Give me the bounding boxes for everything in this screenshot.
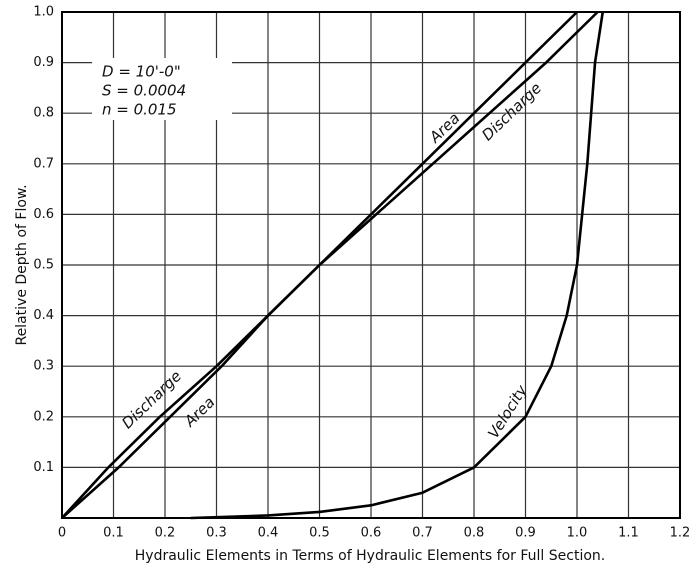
- x-tick-label: 0.2: [155, 526, 176, 541]
- x-tick-label: 0.3: [206, 526, 227, 541]
- x-tick-label: 0.5: [309, 526, 330, 541]
- x-tick-label: 1.0: [567, 526, 588, 541]
- series-label: Discharge: [478, 79, 545, 144]
- plot-frame: [61, 11, 681, 519]
- y-tick-label: 0.5: [33, 258, 54, 273]
- y-tick-label: 0.7: [33, 156, 54, 171]
- data-line: [190, 11, 605, 520]
- x-tick-label: 0.1: [103, 526, 124, 541]
- annotation: n = 0.015: [102, 101, 177, 119]
- y-tick-label: 0.6: [33, 207, 54, 222]
- y-tick-label: 0.4: [33, 308, 54, 323]
- y-tick-label: 0.3: [33, 359, 54, 374]
- x-tick-label: 0.9: [515, 526, 536, 541]
- x-axis-label: Hydraulic Elements in Terms of Hydraulic…: [135, 548, 605, 564]
- x-tick-label: 1.1: [618, 526, 639, 541]
- y-tick-label: 0.1: [33, 460, 54, 475]
- annotation: Area: [180, 393, 218, 431]
- y-tick-label: 0.9: [33, 55, 54, 70]
- x-tick-label: 0.7: [412, 526, 433, 541]
- x-tick-label: 1.2: [670, 526, 691, 541]
- data-line: [61, 11, 599, 519]
- y-tick-label: 1.0: [33, 5, 54, 20]
- annotation: Discharge: [118, 367, 185, 432]
- x-tick-label: 0.4: [258, 526, 279, 541]
- y-tick-label: 0.2: [33, 409, 54, 424]
- annotation: D = 10'-0": [102, 63, 181, 81]
- y-tick-label: 0.8: [33, 106, 54, 121]
- x-tick-label: 0: [58, 526, 66, 541]
- x-tick-label: 0.6: [361, 526, 382, 541]
- x-tick-label: 0.8: [464, 526, 485, 541]
- annotation-box: [92, 58, 232, 120]
- annotation: S = 0.0004: [102, 82, 186, 100]
- y-axis-label: Relative Depth of Flow.: [14, 184, 30, 345]
